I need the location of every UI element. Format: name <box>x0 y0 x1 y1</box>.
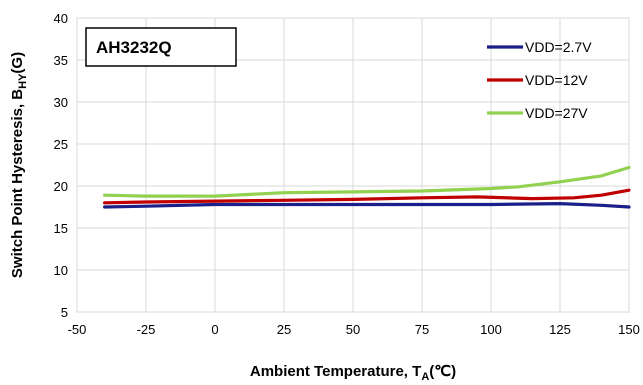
x-tick-label: 50 <box>346 322 360 337</box>
y-tick-label: 15 <box>54 221 68 236</box>
legend-label: VDD=2.7V <box>525 39 592 55</box>
y-tick-label: 35 <box>54 53 68 68</box>
y-tick-label: 10 <box>54 263 68 278</box>
y-tick-label: 40 <box>54 11 68 26</box>
x-tick-label: 25 <box>277 322 291 337</box>
chart-badge-box <box>85 27 237 67</box>
y-tick-labels: 5 10 15 20 25 30 35 40 <box>54 11 68 320</box>
series-layer <box>103 165 631 209</box>
y-tick-label: 30 <box>54 95 68 110</box>
x-tick-label: -50 <box>68 322 87 337</box>
series-line <box>103 165 631 198</box>
x-tick-label: 125 <box>549 322 571 337</box>
legend-label: VDD=27V <box>525 105 588 121</box>
x-tick-label: -25 <box>137 322 156 337</box>
series-line <box>103 188 631 205</box>
x-tick-label: 75 <box>415 322 429 337</box>
grid <box>76 17 630 313</box>
x-axis-label: Ambient Temperature, TA(℃) <box>250 363 456 383</box>
series-line <box>103 202 631 209</box>
chart-badge: AH3232Q <box>96 38 172 57</box>
x-tick-label: 0 <box>211 322 218 337</box>
legend: VDD=2.7V VDD=12V VDD=27V <box>487 39 592 121</box>
y-tick-label: 25 <box>54 137 68 152</box>
x-tick-labels: -50 -25 0 25 50 75 100 125 150 <box>68 322 640 337</box>
y-tick-label: 20 <box>54 179 68 194</box>
x-tick-label: 150 <box>618 322 640 337</box>
y-axis-label: Switch Point Hysteresis, BHY(G) <box>9 52 29 278</box>
legend-label: VDD=12V <box>525 72 588 88</box>
y-tick-label: 5 <box>61 305 68 320</box>
x-tick-label: 100 <box>480 322 502 337</box>
